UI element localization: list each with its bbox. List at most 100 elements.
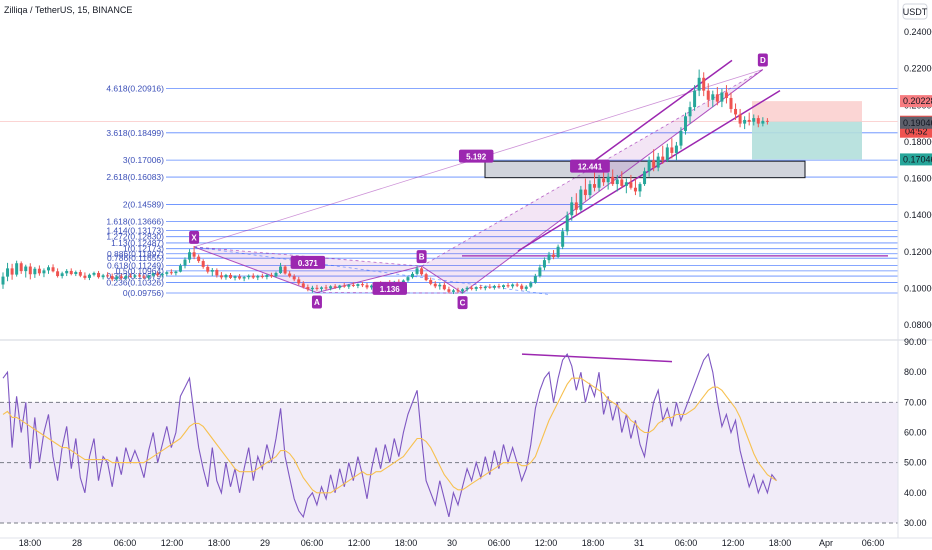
candle-body (647, 160, 651, 172)
candle-body (583, 189, 587, 196)
candle-body (574, 202, 578, 210)
candle-body (210, 270, 214, 272)
candle-body (588, 184, 592, 196)
candle-body (147, 275, 151, 278)
candle-body (524, 286, 528, 289)
rsi-ma-line (2, 377, 777, 494)
candle-body (738, 114, 742, 124)
candle-body (438, 284, 442, 287)
pattern-triangle-bcd (421, 69, 763, 294)
time-axis-label: 18:00 (395, 538, 418, 548)
candle-body (119, 276, 123, 279)
candle-body (97, 272, 101, 278)
channel-upper-line (579, 59, 733, 172)
candle-body (1, 276, 5, 285)
fib-level-label: 2(0.14589) (123, 199, 164, 209)
candle-body (242, 277, 246, 279)
candle-body (188, 252, 192, 260)
time-axis-label: 31 (634, 538, 644, 548)
rsi-axis-label: 90.00 (904, 337, 927, 347)
candle-body (160, 273, 164, 276)
candle-body (547, 254, 551, 261)
time-axis-label: 18:00 (769, 538, 792, 548)
time-axis-label: 18:00 (208, 538, 231, 548)
candle-body (424, 274, 428, 281)
candle-body (743, 119, 747, 124)
fib-level-label: 1(0.12173) (123, 244, 164, 254)
candle-body (552, 254, 556, 258)
candle-body (565, 215, 569, 232)
candle-body (74, 272, 78, 275)
pattern-ratio-label: 5.192 (466, 153, 487, 162)
pattern-point-a (311, 295, 322, 309)
candle-body (324, 287, 328, 289)
fib-level-label: 1.618(0.13666) (106, 216, 164, 226)
candle-body (233, 276, 237, 278)
fib-level-label: 0.786(0.11655) (107, 253, 164, 263)
candle-body (60, 273, 64, 277)
candle-body (342, 285, 346, 287)
candle-body (87, 274, 91, 278)
candle-body (520, 285, 524, 289)
candle-body (429, 280, 433, 284)
time-axis-label: 28 (72, 538, 82, 548)
rsi-axis-label: 80.00 (904, 367, 927, 377)
candle-body (515, 284, 519, 286)
candle-body (215, 270, 219, 276)
candle-body (474, 287, 478, 289)
symbol-title: Zilliqa / TetherUS, 15, BINANCE (4, 5, 132, 15)
candle-body (51, 267, 55, 272)
candle-body (593, 184, 596, 188)
time-axis-label: 12:00 (161, 538, 184, 548)
candle-body (411, 273, 414, 278)
candle-body (656, 156, 660, 168)
candle-body (465, 287, 469, 290)
candle-body (83, 275, 87, 278)
currency-label: USDT (903, 7, 928, 17)
time-axis-label: 30 (447, 538, 457, 548)
candle-body (169, 272, 173, 274)
candle-body (611, 176, 615, 185)
candle-body (483, 286, 487, 289)
candle-body (533, 276, 537, 283)
candle-body (151, 273, 155, 276)
candle-body (297, 279, 301, 284)
candle-body (156, 273, 160, 276)
pattern-ratio-badge (372, 281, 407, 295)
pattern-ratio-badge (458, 149, 494, 163)
candle-body (451, 290, 455, 292)
candle-body (752, 118, 756, 122)
pattern-ratio-badge (570, 159, 610, 173)
candle-body (106, 275, 110, 277)
candle-body (6, 268, 10, 277)
currency-button[interactable] (902, 3, 928, 20)
candle-body (251, 275, 255, 278)
candle-body (761, 120, 765, 124)
time-axis-label: 06:00 (114, 538, 137, 548)
candle-body (138, 275, 141, 277)
candle-body (360, 284, 364, 286)
price-tag-label: 0.17046 (903, 154, 932, 164)
candle-body (734, 108, 738, 115)
candle-body (706, 90, 710, 100)
candle-body (292, 276, 296, 280)
candle-body (306, 287, 310, 290)
fib-level-label: 0(0.09756) (123, 288, 164, 298)
candle-body (310, 287, 314, 290)
candle-body (124, 275, 128, 279)
candle-body (47, 267, 50, 271)
rsi-axis-label: 30.00 (904, 518, 927, 528)
fib-level-label: 0.5(0.10964) (116, 266, 164, 276)
candle-body (101, 275, 105, 278)
pattern-ratio-badge (290, 255, 326, 269)
candlestick-series (1, 69, 769, 295)
rsi-axis-label: 40.00 (904, 488, 927, 498)
pattern-point-label: X (191, 233, 197, 242)
price-tag-countdown: 04:52 (905, 127, 928, 137)
candle-body (15, 263, 19, 275)
